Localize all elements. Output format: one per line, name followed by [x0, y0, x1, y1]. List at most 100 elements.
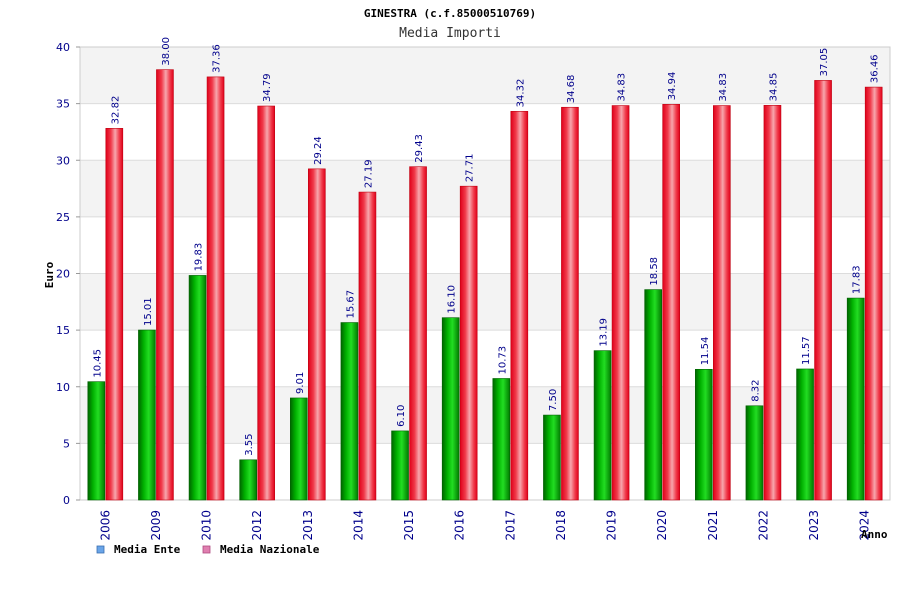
data-label: 34.83 [718, 73, 729, 102]
bar-media-ente [340, 322, 359, 501]
data-label: 7.50 [548, 389, 559, 411]
data-label: 11.54 [700, 337, 711, 366]
bar-media-ente [138, 329, 156, 501]
x-tick-label: 2015 [402, 510, 416, 541]
x-axis-label: Anno [861, 528, 888, 541]
x-tick-label: 2024 [858, 510, 872, 541]
chart-title: GINESTRA (c.f.85000510769) [364, 7, 536, 20]
x-tick-label: 2023 [807, 510, 821, 541]
bar-media-nazionale [510, 111, 529, 501]
y-tick-label: 5 [63, 437, 70, 450]
bar-media-nazionale [611, 105, 630, 501]
bar-media-ente [290, 397, 308, 501]
x-tick-label: 2017 [503, 510, 517, 541]
data-label: 27.71 [465, 154, 476, 183]
y-tick-label: 15 [56, 324, 70, 337]
bar-media-nazionale [814, 80, 832, 501]
data-label: 34.83 [617, 73, 628, 102]
data-label: 10.73 [497, 346, 508, 375]
x-tick-label: 2022 [756, 510, 770, 541]
data-label: 6.10 [396, 405, 407, 427]
bar-media-nazionale [308, 168, 326, 501]
data-label: 9.01 [295, 372, 306, 394]
y-tick-label: 40 [56, 41, 70, 54]
bar-media-ente [87, 381, 106, 501]
bar-media-nazionale [156, 69, 174, 501]
data-label: 37.36 [212, 44, 223, 73]
legend-swatch-media-ente [96, 545, 105, 554]
bar-media-ente [695, 369, 713, 501]
bar-media-nazionale [409, 166, 427, 501]
y-axis-label: Euro [43, 261, 56, 288]
data-label: 34.94 [667, 72, 678, 101]
data-label: 27.19 [363, 159, 374, 188]
x-tick-label: 2018 [554, 510, 568, 541]
data-label: 10.45 [92, 349, 103, 378]
y-tick-label: 20 [56, 268, 70, 281]
bar-media-ente [644, 289, 662, 501]
bar-media-ente [239, 459, 257, 501]
data-label: 34.85 [768, 73, 779, 102]
y-tick-label: 10 [56, 381, 70, 394]
data-label: 16.10 [447, 285, 458, 314]
chart-subtitle: Media Importi [399, 26, 501, 41]
x-tick-label: 2020 [655, 510, 669, 541]
bar-media-nazionale [257, 105, 275, 501]
bar-media-ente [543, 414, 561, 501]
data-label: 37.05 [819, 48, 830, 77]
data-label: 19.83 [194, 243, 205, 272]
y-tick-label: 35 [56, 98, 70, 111]
bar-media-nazionale [864, 86, 883, 501]
data-label: 34.32 [515, 79, 526, 108]
x-tick-label: 2021 [706, 510, 720, 541]
data-label: 32.82 [110, 96, 121, 125]
legend: Media Ente Media Nazionale [96, 543, 320, 556]
data-label: 15.01 [143, 297, 154, 326]
bar-media-nazionale [105, 128, 124, 501]
x-tick-label: 2013 [301, 510, 315, 541]
bar-media-nazionale [713, 105, 731, 501]
data-label: 38.00 [161, 37, 172, 66]
data-label: 11.57 [801, 336, 812, 365]
bar-media-nazionale [206, 76, 225, 501]
x-tick-label: 2006 [98, 510, 112, 541]
data-label: 29.24 [313, 136, 324, 165]
data-label: 17.83 [852, 265, 863, 294]
bar-media-ente [745, 405, 764, 501]
x-tick-label: 2010 [200, 510, 214, 541]
bar-media-ente [391, 430, 409, 501]
bar-media-nazionale [561, 106, 579, 501]
data-label: 34.79 [262, 73, 273, 102]
legend-label-media-ente: Media Ente [114, 543, 181, 556]
y-tick-label: 25 [56, 211, 70, 224]
bar-media-nazionale [459, 185, 478, 501]
bar-media-ente [796, 368, 814, 501]
data-label: 3.55 [244, 434, 255, 456]
x-axis: 2006 2009 2010 2012 2013 2014 2015 2016 2017 2018… [98, 510, 871, 541]
x-tick-label: 2012 [250, 510, 264, 541]
data-label: 8.32 [750, 380, 761, 402]
data-label: 29.43 [414, 134, 425, 163]
data-label: 34.68 [566, 75, 577, 104]
y-tick-label: 0 [63, 494, 70, 507]
data-label: 13.19 [599, 318, 610, 347]
bar-media-ente [492, 378, 511, 501]
bar-media-ente [593, 350, 612, 501]
bars: 10.45 32.82 15.01 38.00 19.83 37.36 3.55 34.79 9… [87, 37, 883, 501]
x-tick-label: 2009 [149, 510, 163, 541]
y-axis: 0 5 10 15 20 25 30 35 40 [56, 41, 80, 507]
data-label: 36.46 [870, 54, 881, 83]
x-tick-label: 2014 [351, 510, 365, 541]
bar-media-ente [846, 297, 865, 501]
bar-media-ente [441, 317, 460, 501]
bar-media-nazionale [662, 104, 680, 501]
legend-label-media-nazionale: Media Nazionale [220, 543, 320, 556]
legend-swatch-media-nazionale [202, 545, 211, 554]
bar-media-ente [188, 275, 207, 501]
y-tick-label: 30 [56, 154, 70, 167]
bar-media-nazionale [358, 191, 377, 501]
data-label: 15.67 [345, 290, 356, 319]
x-tick-label: 2016 [453, 510, 467, 541]
bar-media-nazionale [763, 105, 782, 501]
